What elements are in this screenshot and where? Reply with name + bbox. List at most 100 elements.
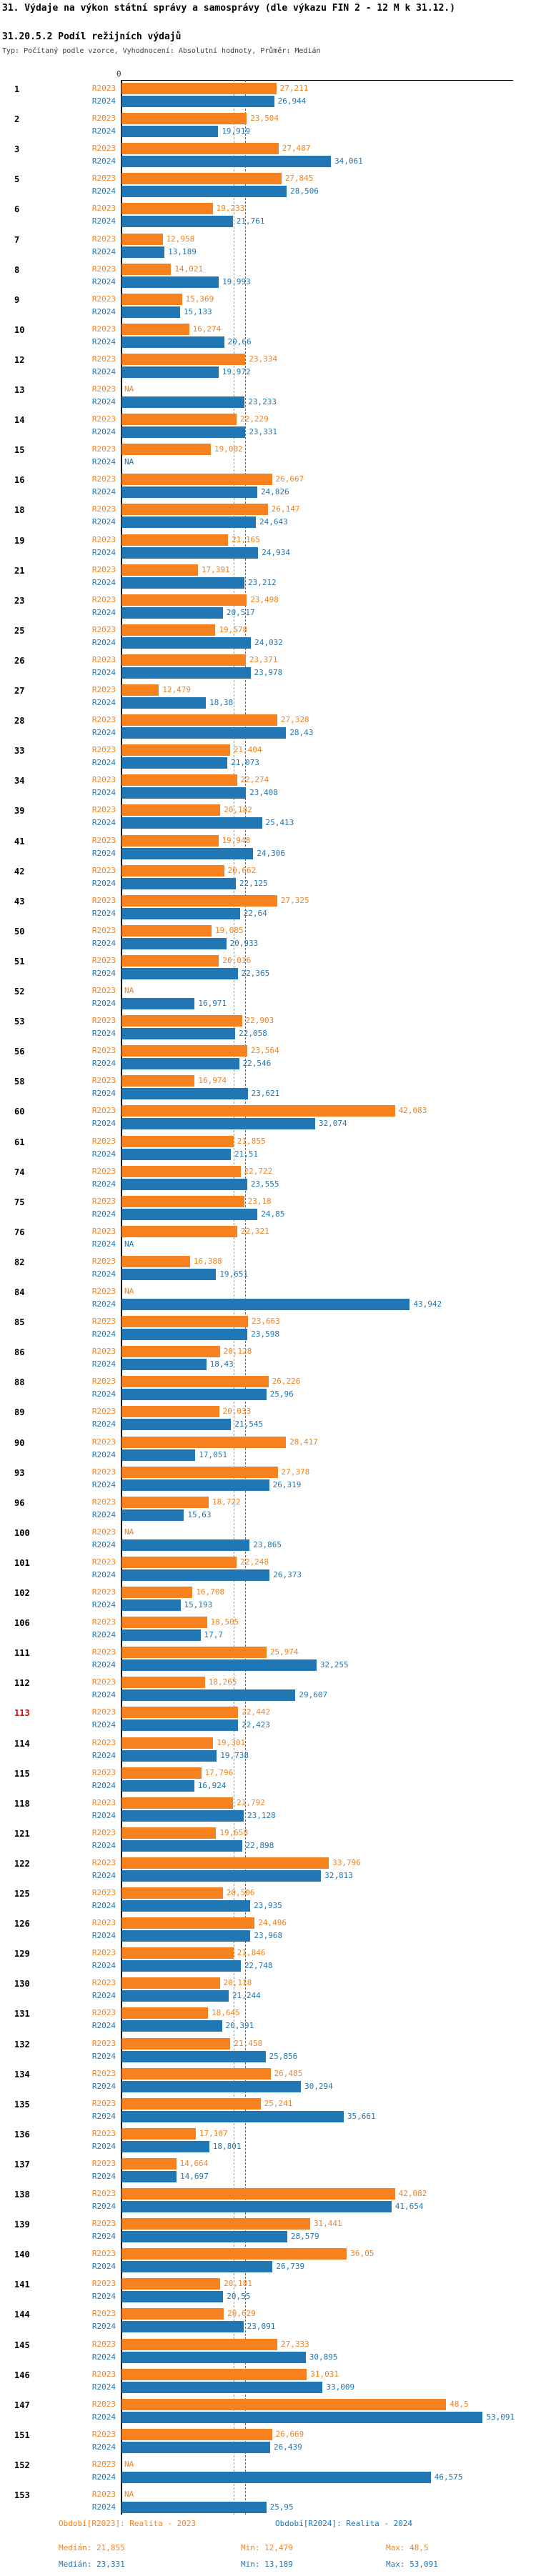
r2023-value-label: 16,388 [193, 1257, 222, 1266]
legend-median-2024: Medián: 23,331 [59, 2560, 125, 2569]
r2023-value-label: 22,722 [244, 1167, 273, 1176]
row-number-label: 75 [14, 1197, 25, 1207]
r2024-bar [121, 697, 207, 709]
r2024-bar [121, 2412, 483, 2423]
r2023-bar [121, 774, 237, 786]
r2023-bar [121, 1887, 223, 1899]
series-label-r2023: R2023 [91, 2400, 116, 2409]
r2023-value-label: 20,182 [224, 805, 252, 814]
r2023-bar [121, 1857, 329, 1869]
series-label-r2024: R2024 [91, 1480, 116, 1489]
r2024-value-label: 43,942 [413, 1299, 442, 1309]
r2024-value-label: 22,423 [242, 1720, 270, 1729]
r2024-value-label: 23,555 [250, 1179, 279, 1189]
legend-median-2023: Medián: 21,855 [59, 2543, 125, 2552]
r2024-bar [121, 306, 180, 318]
r2024-bar [121, 1028, 236, 1039]
row-number-label: 16 [14, 475, 25, 485]
r2024-bar [121, 787, 247, 799]
r2024-value-label: 21,244 [232, 1991, 261, 2000]
r2024-bar [121, 516, 256, 528]
r2024-value-label: 46,575 [434, 2472, 463, 2482]
r2023-value-label: 25,241 [264, 2099, 293, 2108]
series-label-r2024: R2024 [91, 2262, 116, 2271]
r2023-value-label: 27,845 [284, 174, 314, 183]
series-label-r2023: R2023 [91, 926, 116, 935]
r2023-bar [121, 1497, 209, 1508]
r2023-bar [121, 564, 198, 576]
series-label-r2023: R2023 [91, 1888, 116, 1897]
r2024-bar [121, 1719, 239, 1731]
row-number-label: 8 [14, 265, 20, 275]
row-number-label: 89 [14, 1407, 25, 1417]
series-label-r2023: R2023 [91, 2069, 116, 2078]
r2024-na-label: NA [124, 1239, 134, 1249]
legend-period-2023: Období[R2023]: Realita - 2023 [59, 2519, 197, 2528]
row-number-label: 5 [14, 174, 20, 184]
row-number-label: 39 [14, 806, 25, 816]
row-number-label: 101 [14, 1558, 30, 1568]
r2023-value-label: 28,417 [289, 1437, 318, 1447]
series-label-r2023: R2023 [91, 685, 116, 694]
r2024-value-label: 20,933 [229, 939, 259, 948]
r2023-bar [121, 2188, 395, 2200]
r2023-value-label: 20,033 [222, 1407, 252, 1416]
series-label-r2023: R2023 [91, 595, 116, 604]
row-number-label: 135 [14, 2100, 30, 2110]
series-label-r2023: R2023 [91, 384, 116, 394]
series-label-r2024: R2024 [91, 939, 116, 948]
r2024-value-label: 23,865 [253, 1540, 282, 1549]
r2024-bar [121, 727, 287, 739]
series-label-r2024: R2024 [91, 818, 116, 827]
series-label-r2024: R2024 [91, 2292, 116, 2301]
r2024-bar [121, 1419, 232, 1430]
series-label-r2023: R2023 [91, 2309, 116, 2318]
series-label-r2024: R2024 [91, 2172, 116, 2181]
row-number-label-highlighted: 113 [14, 1708, 30, 1718]
r2024-value-label: 26,739 [276, 2262, 305, 2271]
series-label-r2024: R2024 [91, 337, 116, 346]
r2023-value-label: 31,031 [310, 2370, 339, 2379]
r2023-bar [121, 414, 237, 425]
r2023-na-label: NA [124, 2460, 134, 2469]
row-number-label: 111 [14, 1648, 30, 1658]
r2024-bar [121, 2352, 306, 2363]
series-label-r2023: R2023 [91, 1467, 116, 1477]
r2023-value-label: 31,441 [313, 2219, 342, 2228]
series-label-r2024: R2024 [91, 999, 116, 1008]
r2024-value-label: 35,661 [347, 2112, 376, 2121]
row-number-label: 141 [14, 2280, 30, 2290]
r2023-bar [121, 684, 159, 696]
row-number-label: 43 [14, 897, 25, 907]
r2023-value-label: 19,948 [222, 836, 251, 845]
row-number-label: 134 [14, 2070, 30, 2080]
row-number-label: 153 [14, 2490, 30, 2500]
series-label-r2024: R2024 [91, 1901, 116, 1910]
r2023-value-label: 33,796 [332, 1858, 361, 1867]
r2023-bar [121, 955, 219, 967]
r2024-bar [121, 276, 219, 288]
r2024-value-label: 26,373 [273, 1570, 302, 1579]
series-label-r2024: R2024 [91, 457, 116, 466]
r2024-value-label: 19,738 [220, 1751, 249, 1760]
r2023-value-label: 16,974 [198, 1076, 227, 1085]
r2024-value-label: 19,919 [222, 126, 250, 136]
series-label-r2024: R2024 [91, 1660, 116, 1669]
series-label-r2023: R2023 [91, 1167, 116, 1176]
r2023-value-label: 21,846 [237, 1948, 266, 1957]
r2024-value-label: 25,95 [269, 2502, 294, 2512]
legend-min-2023: Min: 12,479 [241, 2543, 293, 2552]
r2023-value-label: 15,369 [185, 294, 214, 304]
legend-min-2024: Min: 13,189 [241, 2560, 293, 2569]
r2024-value-label: 22,748 [244, 1961, 273, 1970]
r2023-value-label: 17,796 [204, 1768, 234, 1777]
series-label-r2023: R2023 [91, 836, 116, 845]
r2023-value-label: 26,226 [272, 1377, 301, 1386]
series-label-r2024: R2024 [91, 1299, 116, 1309]
r2023-bar [121, 264, 172, 275]
r2023-value-label: 23,18 [247, 1197, 272, 1206]
r2024-bar [121, 1509, 184, 1521]
series-label-r2023: R2023 [91, 2099, 116, 2108]
r2024-na-label: NA [124, 457, 134, 466]
row-number-label: 121 [14, 1829, 30, 1839]
